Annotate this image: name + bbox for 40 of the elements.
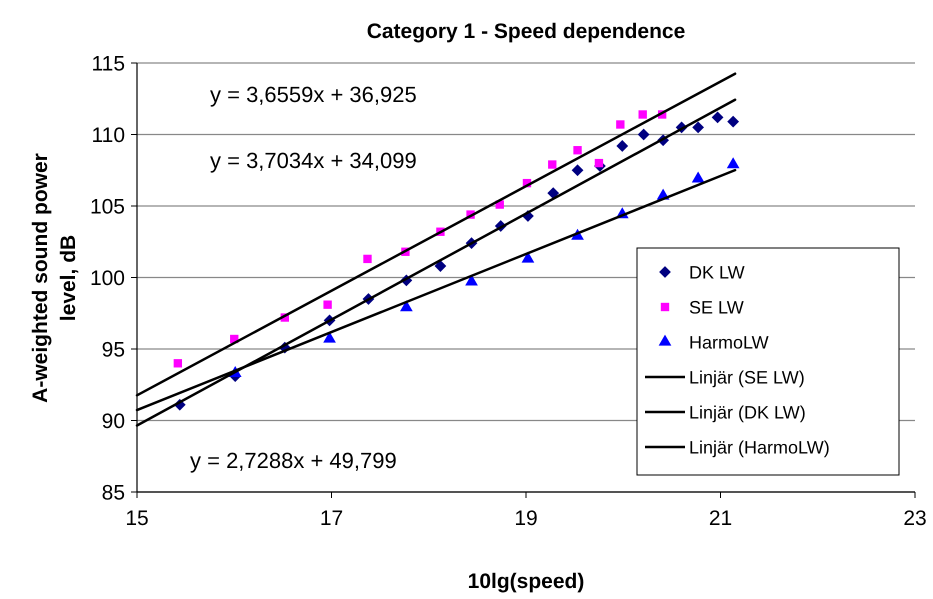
point [712, 111, 724, 124]
point [638, 110, 647, 119]
x-tick-label: 15 [125, 507, 149, 530]
point [547, 187, 560, 200]
x-axis-title: 10lg(speed) [468, 570, 584, 593]
legend-label: Linjär (DK LW) [689, 402, 806, 422]
y-tick-label: 85 [102, 481, 125, 504]
y-tick-label: 90 [102, 410, 125, 433]
point [727, 116, 740, 128]
annotation: y = 3,6559x + 36,925 [210, 82, 417, 107]
legend-label: HarmoLW [689, 332, 769, 352]
annotation: y = 2,7288x + 49,799 [190, 448, 397, 473]
x-tick-label: 17 [320, 507, 344, 530]
y-tick-label: 100 [90, 266, 125, 290]
point [434, 260, 446, 272]
legend-label: Linjär (SE LW) [689, 367, 805, 388]
y-tick-label: 95 [102, 338, 125, 362]
point [323, 300, 332, 309]
annotation: y = 3,7034x + 34,099 [210, 148, 417, 173]
legend-label: SE LW [689, 297, 744, 318]
x-tick-label: 21 [708, 507, 732, 530]
y-tick-label: 115 [92, 52, 125, 76]
point [573, 146, 582, 154]
point [594, 158, 604, 168]
x-tick-label: 19 [514, 507, 538, 530]
y-tick-label: 110 [92, 124, 125, 147]
point [572, 164, 584, 176]
point [363, 254, 372, 264]
point [616, 140, 628, 152]
point [548, 160, 556, 169]
point [616, 120, 625, 129]
y-tick-label: 105 [90, 195, 125, 218]
chart-title: Category 1 - Speed dependence [366, 20, 686, 43]
legend-label: Linjär (HarmoLW) [689, 437, 830, 458]
y-axis-title: A-weighted sound power level, dB [29, 153, 80, 403]
point [174, 359, 182, 368]
point [638, 128, 650, 140]
x-tick-label: 23 [903, 507, 927, 530]
point [692, 121, 704, 134]
legend-label: DK LW [689, 262, 745, 282]
